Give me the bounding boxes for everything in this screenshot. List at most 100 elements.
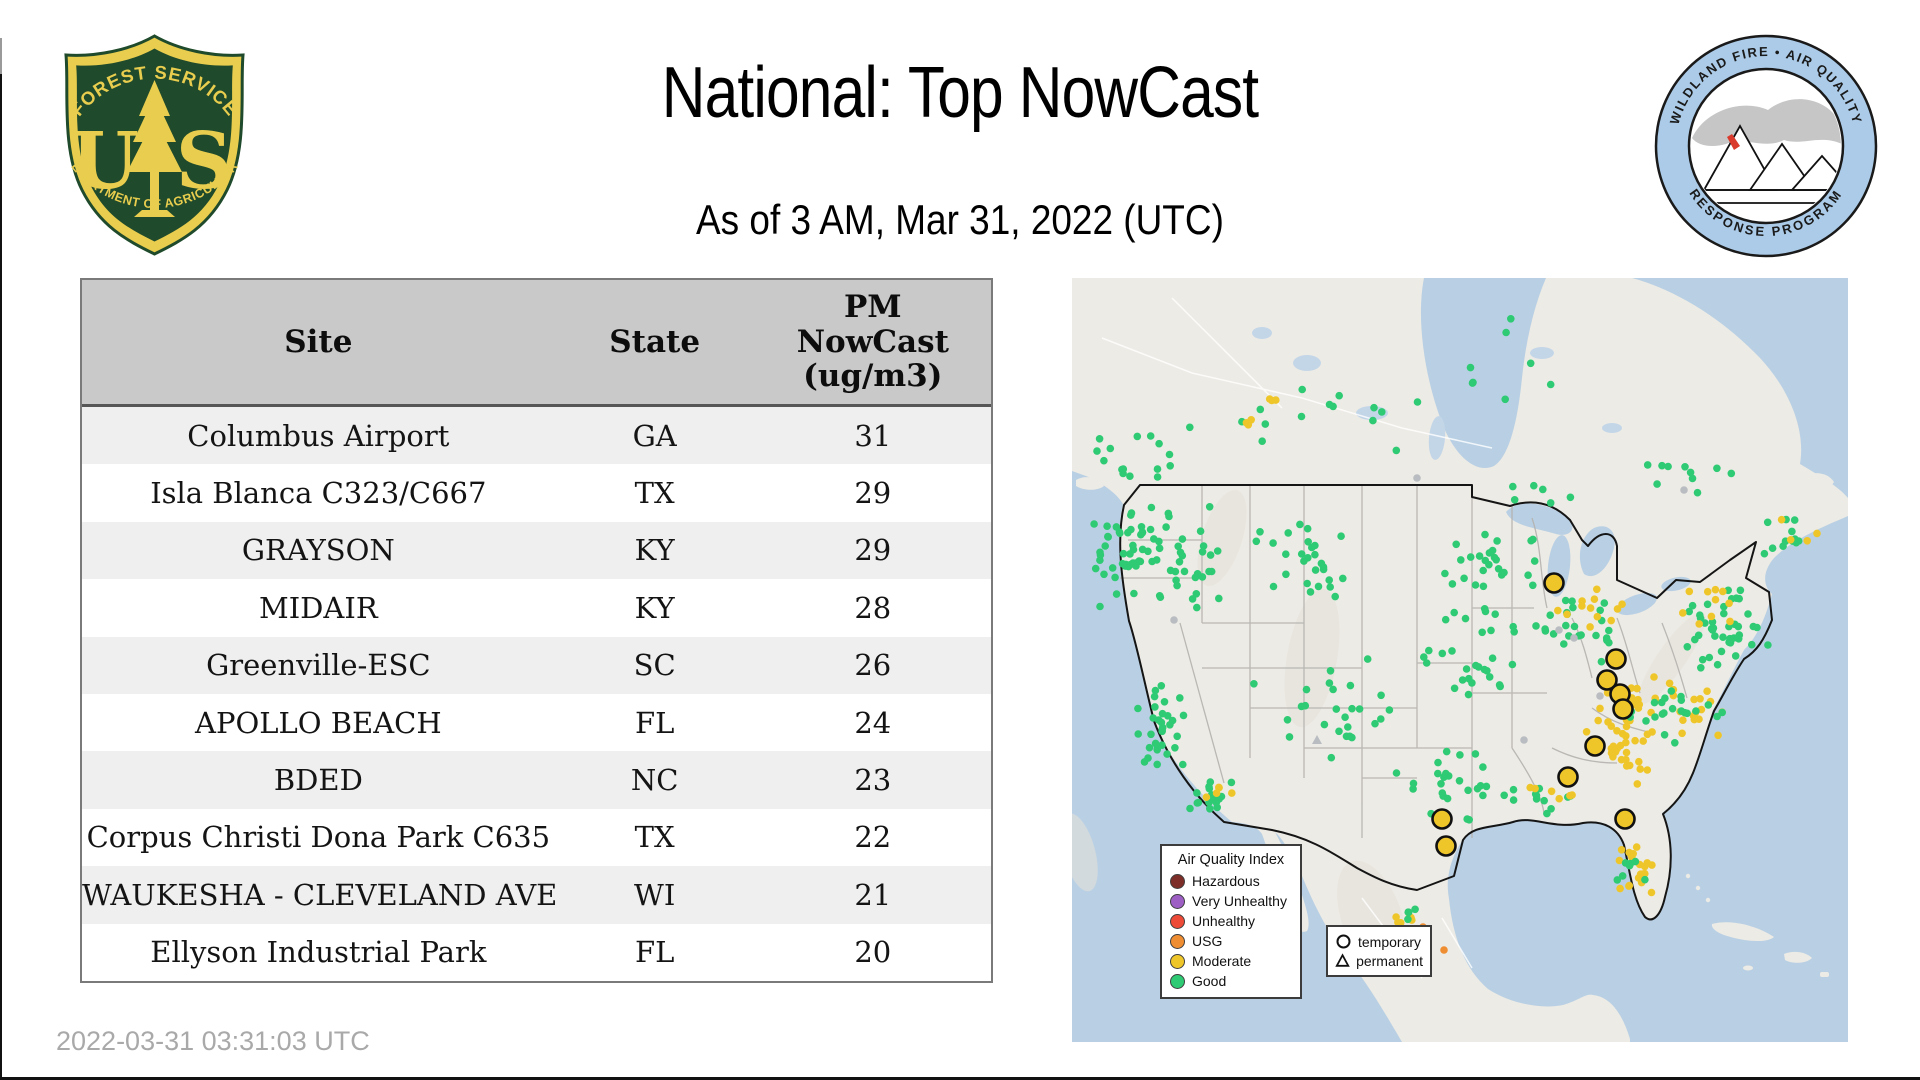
moderate-site-dot <box>1711 595 1720 604</box>
good-site-dot <box>1346 681 1355 690</box>
good-site-dot <box>1442 769 1450 778</box>
good-site-dot <box>1227 778 1236 787</box>
good-site-dot <box>1704 701 1713 709</box>
usg-dot-icon <box>1170 933 1185 949</box>
good-site-dot <box>1256 405 1265 414</box>
good-site-dot <box>1602 634 1611 642</box>
good-site-dot <box>1549 630 1558 638</box>
good-site-dot <box>1207 567 1216 576</box>
good-site-dot <box>1095 435 1104 443</box>
good-site-dot <box>1122 560 1130 569</box>
good-site-dot <box>1641 875 1649 884</box>
moderate-site-dot <box>1555 794 1563 803</box>
good-site-dot <box>1392 446 1401 455</box>
aqi-legend-items: Hazardous Very Unhealthy Unhealthy USG Moder… <box>1170 873 1292 989</box>
good-site-dot <box>1546 611 1554 619</box>
good-site-dot <box>1425 646 1433 655</box>
good-site-dot <box>1472 661 1480 670</box>
very_unhealthy-dot-icon <box>1170 893 1185 909</box>
good-site-dot <box>1163 750 1171 758</box>
cell-pm: 22 <box>854 820 892 855</box>
good-site-dot <box>1653 480 1661 488</box>
good-site-dot <box>1441 615 1450 624</box>
good-site-dot <box>1327 753 1336 762</box>
good-site-dot <box>1529 535 1537 544</box>
good-site-dot <box>1409 785 1417 793</box>
good-site-dot <box>1471 750 1480 758</box>
good-site-dot <box>1325 576 1333 584</box>
good-site-dot <box>1500 791 1508 800</box>
moderate-site-dot <box>1643 766 1652 774</box>
good-site-dot <box>1730 634 1738 642</box>
good-site-dot <box>1363 655 1372 663</box>
good-site-dot <box>1186 804 1194 813</box>
good-site-dot <box>1212 798 1221 807</box>
aqi-legend-label: Moderate <box>1192 953 1252 969</box>
good-site-dot <box>1250 680 1258 688</box>
good-site-dot <box>1450 608 1458 617</box>
good-site-dot <box>1348 733 1356 742</box>
good-site-dot <box>1206 551 1215 559</box>
top-site-marker <box>1612 698 1634 720</box>
cell-pm: 24 <box>854 705 892 740</box>
good-site-dot <box>1510 628 1518 636</box>
temporary-circle-icon <box>1336 934 1351 949</box>
good-site-dot <box>1370 403 1378 412</box>
good-site-dot <box>1168 716 1177 725</box>
moderate-site-dot <box>1613 727 1621 735</box>
good-site-dot <box>1688 474 1697 483</box>
cell-site: WAUKESHA - CLEVELAND AVE <box>82 877 558 912</box>
slide-edge-artifact <box>0 1077 1920 1080</box>
good-site-dot <box>1304 554 1312 562</box>
moderate-site-dot <box>1777 515 1786 524</box>
moderate-site-dot <box>1547 787 1556 796</box>
wfaqrp-logo: WILDLAND FIRE • AIR QUALITY RESPONSE PRO… <box>1652 32 1880 265</box>
good-site-dot <box>1713 712 1721 721</box>
moderate-site-dot <box>1685 587 1694 596</box>
good-site-dot <box>1304 538 1312 546</box>
good-site-dot <box>1539 485 1547 494</box>
good-site-dot <box>1475 552 1484 560</box>
top-site-markers <box>1431 572 1636 857</box>
good-site-dot <box>1152 556 1161 564</box>
good-site-dot <box>1568 597 1576 605</box>
good-site-dot <box>1479 791 1487 800</box>
good-site-dot <box>1188 595 1197 603</box>
moderate-site-dot <box>1703 687 1711 695</box>
good-site-dot <box>1126 550 1134 558</box>
moderate-site-dot <box>1632 843 1641 851</box>
top-site-marker <box>1431 808 1453 830</box>
smoke-cloud <box>1692 99 1841 146</box>
moderate-site-dot <box>1582 728 1591 736</box>
good-site-dot <box>1466 363 1475 372</box>
moderate-site-dot <box>1636 870 1645 878</box>
good-site-dot <box>1566 493 1575 502</box>
moderate-site-dot <box>1679 716 1687 724</box>
moderate-site-dot <box>1617 846 1626 854</box>
good-site-dot <box>1193 789 1201 797</box>
good-site-dot <box>1332 705 1341 713</box>
page-subtitle: As of 3 AM, Mar 31, 2022 (UTC) <box>696 196 1224 243</box>
good-site-dot <box>1532 622 1540 630</box>
moderate-site-dot <box>1650 673 1658 681</box>
good-site-dot <box>1311 550 1319 559</box>
aqi-legend-label: Very Unhealthy <box>1192 893 1287 909</box>
good-site-dot <box>1530 557 1539 565</box>
good-site-dot <box>1485 549 1494 557</box>
cell-state: WI <box>634 877 676 912</box>
good-site-dot <box>1711 632 1719 640</box>
good-site-dot <box>1540 796 1548 805</box>
good-site-dot <box>1720 609 1728 618</box>
moderate-site-dot <box>1707 612 1716 621</box>
moderate-site-dot <box>1622 755 1630 764</box>
moderate-site-dot <box>1625 761 1634 770</box>
marker-legend-permanent: permanent <box>1335 951 1423 970</box>
good-site-dot <box>1502 328 1510 337</box>
good-site-dot <box>1508 660 1517 669</box>
aqi-legend-label: Unhealthy <box>1192 913 1256 929</box>
good-site-dot <box>1213 547 1222 555</box>
top-nowcast-table: Site State PM NowCast (ug/m3) Columbus A… <box>80 278 993 983</box>
good-site-dot <box>1165 450 1174 459</box>
good-site-dot <box>1100 456 1108 465</box>
good-site-dot <box>1661 694 1669 702</box>
